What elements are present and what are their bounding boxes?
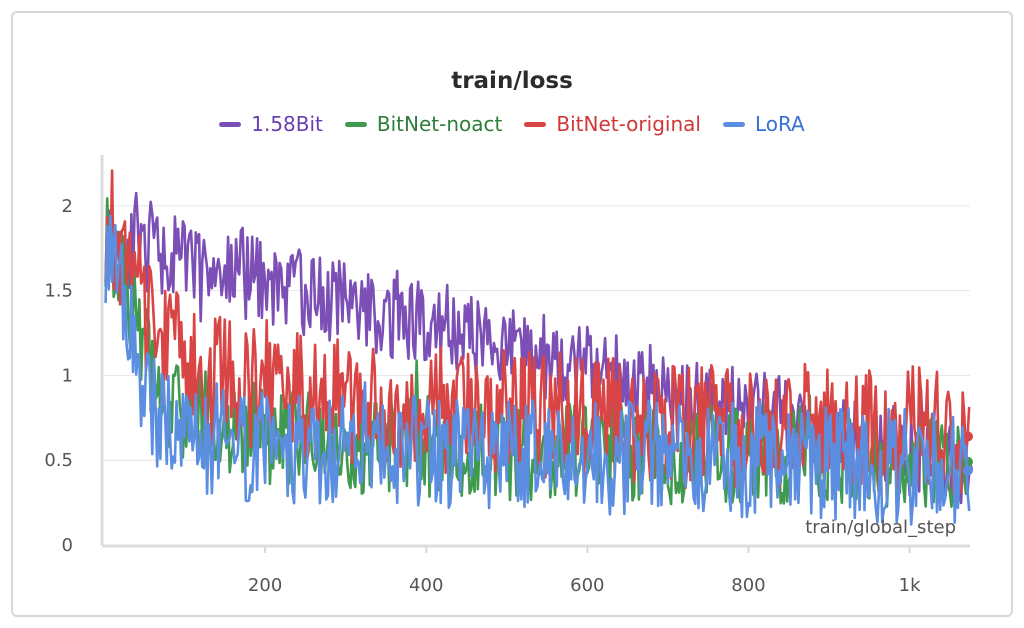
y-tick-label: 0	[62, 535, 73, 556]
x-axis-title: train/global_step	[805, 517, 956, 538]
chart-legend: 1.58Bit BitNet-noact BitNet-original LoR…	[0, 112, 1024, 136]
legend-item-1.58bit[interactable]: 1.58Bit	[219, 112, 323, 136]
x-tick-label: 400	[409, 575, 443, 596]
legend-label: LoRA	[754, 112, 805, 136]
x-tick-label: 200	[248, 575, 282, 596]
x-tick-label: 1k	[899, 575, 921, 596]
series-line-lora[interactable]	[104, 214, 971, 526]
y-tick-label: 2	[62, 196, 73, 217]
legend-item-bitnet-original[interactable]: BitNet-original	[524, 112, 701, 136]
legend-item-bitnet-noact[interactable]: BitNet-noact	[344, 112, 503, 136]
series-end-point	[963, 431, 973, 442]
legend-swatch	[524, 121, 547, 127]
axes: 0 0.5 1 1.5 2 200 400 600 800 1k	[44, 155, 970, 596]
legend-swatch	[344, 121, 367, 127]
series-layer	[104, 169, 973, 526]
y-tick-label: 0.5	[44, 450, 73, 471]
legend-label: BitNet-original	[556, 112, 701, 136]
x-tick-label: 800	[731, 575, 765, 596]
series-end-point	[963, 465, 973, 476]
y-tick-label: 1.5	[44, 281, 73, 302]
legend-swatch	[722, 121, 745, 127]
legend-label: 1.58Bit	[251, 112, 323, 136]
x-tick-label: 600	[570, 575, 604, 596]
chart-title: train/loss	[451, 68, 573, 94]
legend-swatch	[219, 121, 242, 127]
legend-label: BitNet-noact	[376, 112, 503, 136]
legend-item-lora[interactable]: LoRA	[722, 112, 805, 136]
y-tick-label: 1	[62, 365, 73, 386]
